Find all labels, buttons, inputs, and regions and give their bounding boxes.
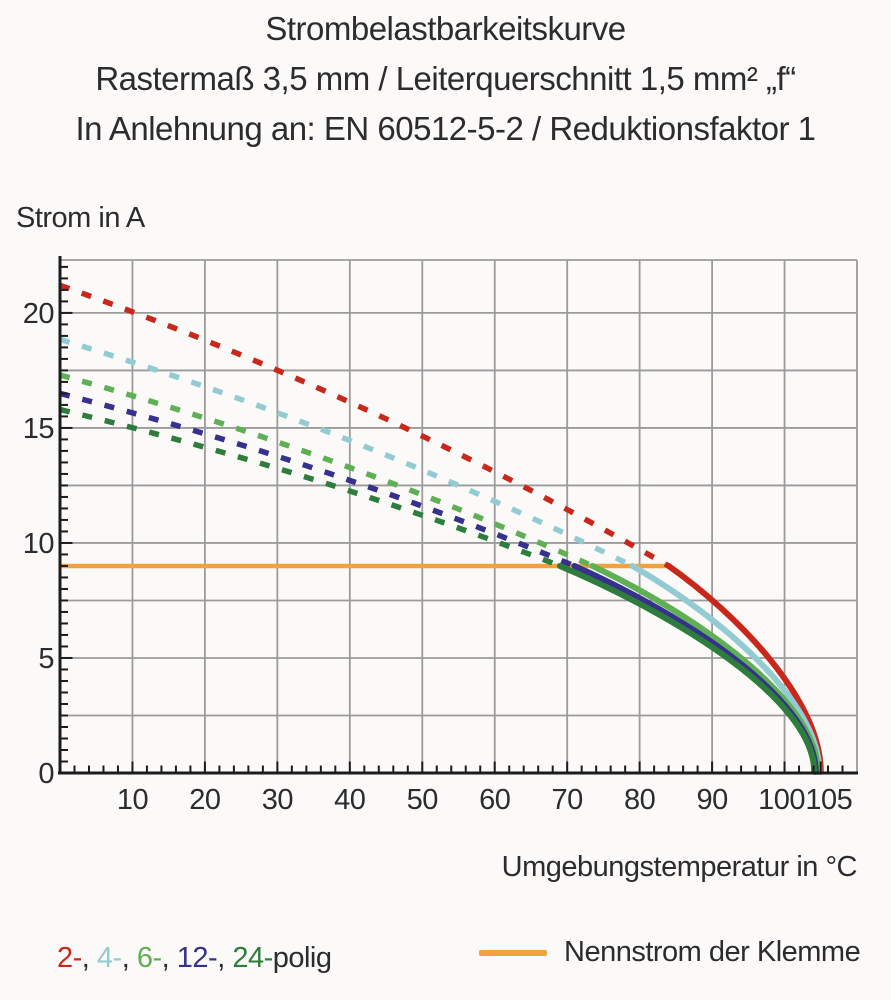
legend-pole-2: 2- [57,942,82,974]
legend-pole-12: 12- [176,942,218,974]
chart-subtitle: Rastermaß 3,5 mm / Leiterquerschnitt 1,5… [95,60,796,97]
x-tick-labels: 10 20 30 40 50 60 70 80 90 100 105 [117,784,853,816]
x-tick-label-20: 20 [189,784,220,816]
rated-current-label: Nennstrom der Klemme [564,936,861,968]
series-24-polig-solid [556,562,818,775]
x-tick-label-80: 80 [624,784,655,816]
legend-pole-24: 24- [232,942,273,974]
chart-title-block: Strombelastbarkeitskurve Rastermaß 3,5 m… [0,4,891,154]
x-tick-label-10: 10 [117,784,148,816]
derating-chart: 10 20 30 40 50 60 70 80 90 100 105 0 5 10 15 20 Umgebung… [23,256,858,883]
legend-separator: , [217,942,233,974]
axis-ticks [61,265,844,772]
x-tick-label-105: 105 [805,784,852,816]
legend-poles: 2-, 4-, 6-, 12-, 24-polig [57,942,332,975]
legend-separator: , [161,942,177,974]
legend-separator: , [121,942,137,974]
y-tick-label-5: 5 [38,643,54,675]
y-tick-label-10: 10 [23,528,54,560]
y-axis-title: Strom in A [16,202,145,234]
series-6-polig-dashed [59,372,594,569]
legend-separator: , [81,942,97,974]
legend-suffix: polig [272,942,332,974]
series-12-polig-dashed [59,390,576,569]
series-4-polig-solid [629,562,823,775]
chart-title: Strombelastbarkeitskurve [265,10,626,47]
gridlines [60,259,858,773]
legend-rated-current: Nennstrom der Klemme [479,936,861,969]
y-tick-label-15: 15 [23,413,54,445]
chart-standard-note: In Anlehnung an: EN 60512-5-2 / Reduktio… [75,110,816,147]
legend-pole-4: 4- [96,942,122,974]
x-tick-label-40: 40 [334,784,365,816]
series-24-polig-dashed [59,406,561,569]
legend-pole-6: 6- [136,942,162,974]
series-curves [59,282,824,775]
x-tick-label-90: 90 [696,784,727,816]
x-axis-title: Umgebungstemperatur in °C [502,851,857,883]
series-2-polig-dashed [59,282,670,569]
x-tick-label-70: 70 [552,784,583,816]
x-tick-label-30: 30 [262,784,293,816]
y-tick-label-20: 20 [23,298,54,330]
y-tick-label-0: 0 [38,758,54,790]
x-tick-label-60: 60 [479,784,510,816]
series-4-polig-dashed [59,336,634,569]
y-tick-labels: 0 5 10 15 20 [23,298,55,790]
x-tick-label-100: 100 [758,784,805,816]
rated-current-line-swatch [479,949,547,956]
x-tick-label-50: 50 [407,784,438,816]
